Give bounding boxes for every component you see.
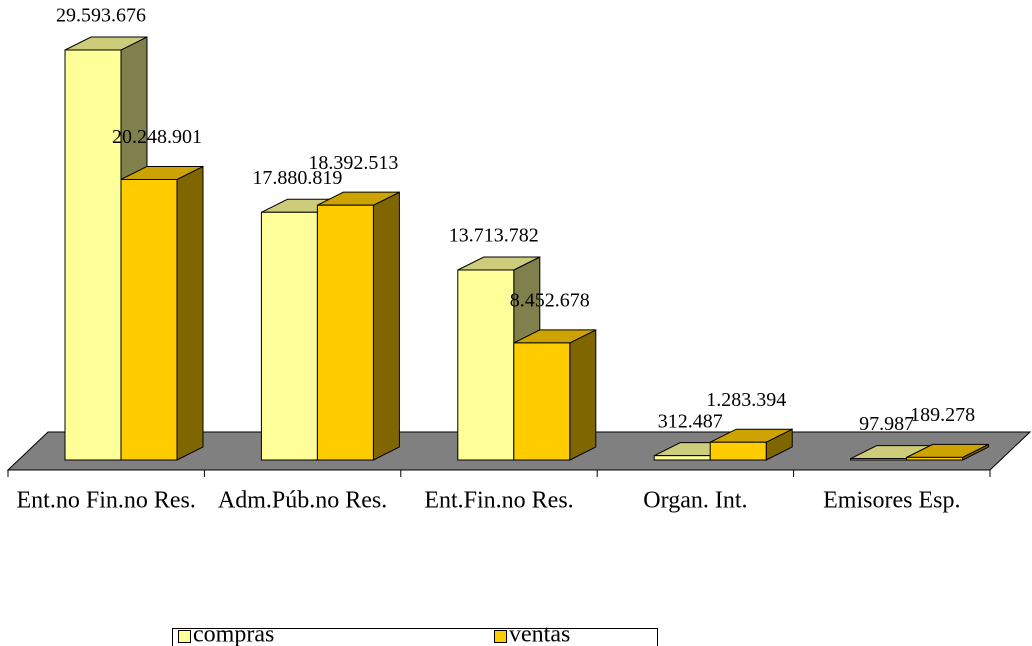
data-label: 18.392.513	[308, 152, 398, 174]
x-tick-label: Organ. Int.	[643, 488, 747, 514]
x-tick-label: Emisores Esp.	[823, 488, 960, 514]
legend-label: ventas	[509, 622, 570, 646]
x-tick-label: Ent.Fin.no Res.	[424, 488, 573, 514]
data-label: 17.880.819	[252, 167, 342, 189]
x-tick-label: Ent.no Fin.no Res.	[17, 488, 196, 514]
bar-side	[372, 191, 400, 461]
bar	[457, 269, 515, 461]
bar	[260, 211, 318, 461]
bar	[906, 456, 964, 461]
data-label: 1.283.394	[706, 389, 786, 411]
legend-label: compras	[193, 622, 274, 646]
bar	[120, 178, 178, 461]
bar-side	[569, 329, 597, 461]
data-label: 189.278	[910, 404, 975, 426]
legend-box	[172, 628, 658, 646]
bar	[709, 441, 767, 461]
bar-side	[176, 165, 204, 461]
x-tick-label: Adm.Púb.no Res.	[218, 488, 387, 514]
bar	[316, 204, 374, 461]
bar	[513, 342, 571, 461]
data-label: 29.593.676	[56, 5, 146, 27]
legend-swatch	[494, 630, 507, 643]
bar	[653, 455, 711, 461]
data-label: 97.987	[859, 413, 914, 435]
data-label: 8.452.678	[510, 289, 590, 311]
legend-swatch	[178, 630, 191, 643]
data-label: 13.713.782	[449, 225, 539, 247]
bar	[850, 458, 908, 461]
data-label: 20.248.901	[112, 126, 202, 148]
bar	[64, 49, 122, 461]
data-label: 312.487	[658, 410, 723, 432]
